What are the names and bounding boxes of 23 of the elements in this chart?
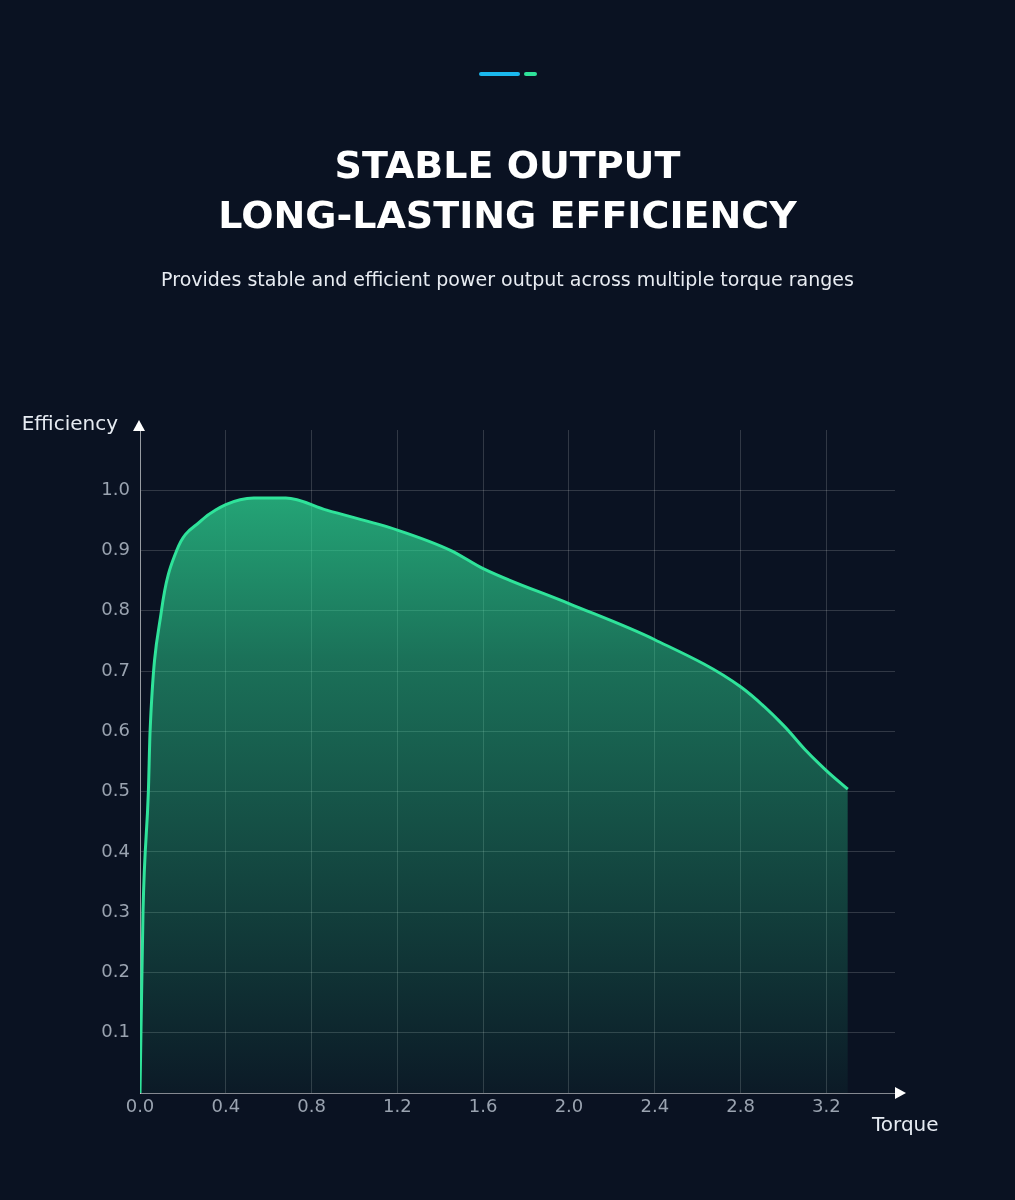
y-axis-title: Efficiency bbox=[21, 411, 119, 436]
y-tick-label: 0.2 bbox=[101, 960, 130, 982]
y-tick-label: 0.3 bbox=[101, 899, 130, 921]
x-tick-label: 3.2 bbox=[812, 1095, 841, 1117]
x-tick-label: 2.8 bbox=[726, 1095, 755, 1117]
y-tick-label: 0.4 bbox=[101, 839, 130, 861]
y-tick-label: 0.8 bbox=[101, 598, 130, 620]
x-tick-label: 1.6 bbox=[468, 1095, 498, 1117]
y-tick-label: 0.6 bbox=[101, 719, 130, 741]
chart-title: STABLE OUTPUT LONG-LASTING EFFICIENCY bbox=[217, 142, 798, 239]
x-tick-label: 1.2 bbox=[383, 1095, 412, 1117]
x-tick-label: 2.4 bbox=[640, 1095, 670, 1117]
x-tick-label: 0.4 bbox=[211, 1095, 241, 1117]
y-tick-label: 0.5 bbox=[101, 779, 130, 801]
y-tick-label: 1.0 bbox=[101, 477, 130, 499]
y-tick-label: 0.1 bbox=[101, 1020, 130, 1042]
y-tick-label: 0.7 bbox=[101, 658, 130, 680]
x-tick-label: 0.0 bbox=[125, 1095, 155, 1117]
chart-subtitle: Provides stable and efficient power output across multiple torque ranges bbox=[160, 268, 855, 290]
x-tick-label: 2.0 bbox=[554, 1095, 584, 1117]
x-tick-label: 0.8 bbox=[297, 1095, 326, 1117]
y-tick-label: 0.9 bbox=[101, 538, 130, 560]
x-axis-title: Torque bbox=[871, 1112, 939, 1137]
